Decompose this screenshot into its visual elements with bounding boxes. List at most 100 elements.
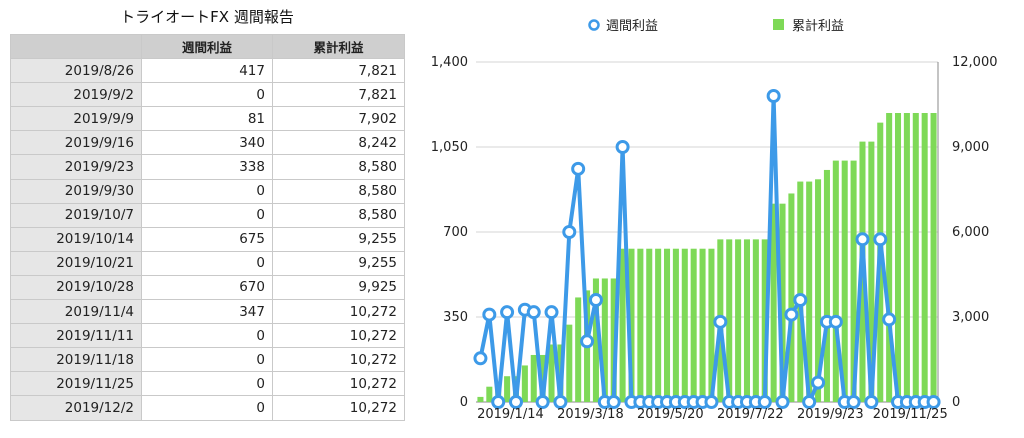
table-row: 2019/11/11 0 10,272 — [10, 323, 405, 349]
cumulative-profit-cell: 7,902 — [272, 106, 405, 132]
weekly-profit-point — [784, 307, 799, 322]
weekly-profit-point — [926, 395, 941, 409]
table-row: 2019/8/26 417 7,821 — [10, 58, 405, 84]
left-axis-tick-label: 350 — [443, 310, 468, 325]
left-axis-tick-label: 1,400 — [431, 55, 468, 70]
cumulative-profit-bar — [743, 239, 751, 402]
table-row: 2019/10/28 670 9,925 — [10, 274, 405, 301]
cumulative-profit-bar — [610, 278, 617, 402]
cumulative-profit-cell: 9,925 — [272, 274, 405, 301]
table-row: 2019/9/30 0 8,580 — [10, 178, 405, 204]
weekly-profit-cell: 0 — [141, 371, 273, 397]
cumulative-profit-bar — [619, 248, 626, 402]
weekly-profit-point — [855, 232, 870, 247]
cumulative-profit-bar — [637, 248, 644, 402]
weekly-profit-cell: 0 — [141, 250, 273, 276]
weekly-profit-point — [606, 395, 621, 409]
weekly-profit-cell: 0 — [141, 202, 273, 228]
weekly-profit-cell: 340 — [141, 130, 273, 156]
cumulative-profit-bar — [663, 248, 671, 402]
cumulative-profit-bar — [806, 181, 813, 402]
legend-weekly-label: 週間利益 — [606, 19, 658, 34]
weekly-profit-cell: 338 — [141, 154, 273, 180]
weekly-profit-cell: 0 — [141, 178, 273, 204]
cumulative-profit-bar — [797, 181, 804, 402]
cumulative-profit-cell: 10,272 — [272, 347, 405, 373]
table-row: 2019/10/21 0 9,255 — [10, 250, 405, 276]
date-cell: 2019/11/18 — [10, 347, 142, 373]
cumulative-profit-cell: 8,242 — [272, 130, 405, 156]
date-cell: 2019/9/2 — [10, 82, 142, 108]
x-axis-tick-label: 2019/7/22 — [717, 407, 784, 422]
cumulative-profit-bar — [690, 248, 697, 402]
table-row: 2019/9/9 81 7,902 — [10, 106, 405, 132]
weekly-profit-point — [713, 314, 728, 329]
weekly-profit-cell: 81 — [141, 106, 273, 132]
cumulative-profit-cell: 7,821 — [272, 82, 405, 108]
weekly-profit-point — [508, 395, 523, 409]
x-axis-tick-label: 2019/1/14 — [477, 407, 544, 422]
cumulative-profit-cell: 8,580 — [272, 202, 405, 228]
table-header-row: 週間利益 累計利益 — [10, 33, 405, 60]
weekly-profit-cell: 0 — [141, 323, 273, 349]
weekly-profit-point — [775, 395, 790, 409]
table-row: 2019/10/7 0 8,580 — [10, 202, 405, 228]
weekly-profit-cell: 417 — [141, 58, 273, 84]
cumulative-profit-bar — [886, 113, 893, 402]
cumulative-profit-bar — [708, 248, 715, 402]
right-axis-tick-label: 6,000 — [952, 225, 989, 240]
cumulative-profit-bar — [903, 113, 910, 402]
cumulative-profit-bar — [646, 248, 653, 402]
table-row: 2019/10/14 675 9,255 — [10, 226, 405, 252]
cumulative-profit-bar — [566, 324, 573, 402]
cumulative-profit-cell: 9,255 — [272, 250, 405, 276]
cumulative-profit-cell: 8,580 — [272, 178, 405, 204]
cumulative-profit-bar — [832, 160, 839, 402]
weekly-profit-point — [766, 89, 781, 103]
cumulative-profit-bar — [894, 113, 902, 402]
date-cell: 2019/8/26 — [10, 58, 142, 84]
cumulative-profit-bar — [921, 113, 928, 402]
legend-weekly-marker — [588, 19, 600, 31]
weekly-profit-cell: 0 — [141, 347, 273, 373]
weekly-profit-point — [580, 334, 595, 349]
cumulative-profit-bar — [868, 141, 875, 402]
cumulative-profit-bar — [752, 239, 759, 402]
cumulative-profit-bar — [486, 386, 493, 402]
weekly-profit-point — [562, 225, 577, 239]
table-row: 2019/11/4 347 10,272 — [10, 299, 405, 325]
cumulative-profit-bar — [912, 113, 919, 402]
date-cell: 2019/11/11 — [10, 323, 142, 349]
left-axis-tick-label: 0 — [460, 395, 468, 410]
weekly-profit-point — [553, 395, 568, 409]
weekly-profit-cell: 0 — [141, 82, 273, 108]
date-column-header — [10, 33, 142, 60]
cumulative-profit-bar — [655, 248, 662, 402]
left-axis-tick-label: 1,050 — [431, 140, 468, 155]
cumulative-profit-bar — [592, 278, 599, 402]
weekly-profit-column-header: 週間利益 — [141, 33, 273, 60]
right-axis-tick-label: 12,000 — [952, 55, 998, 70]
weekly-profit-point — [588, 293, 603, 307]
cumulative-profit-cell: 9,255 — [272, 226, 405, 252]
legend-cumulative-marker — [773, 19, 784, 30]
date-cell: 2019/10/14 — [10, 226, 142, 252]
cumulative-profit-bar — [850, 160, 857, 402]
cumulative-profit-cell: 10,272 — [272, 395, 405, 421]
date-cell: 2019/9/16 — [10, 130, 142, 156]
date-cell: 2019/11/25 — [10, 371, 142, 397]
cumulative-profit-bar — [477, 396, 484, 402]
date-cell: 2019/10/28 — [10, 274, 142, 301]
cumulative-profit-bar — [770, 203, 777, 402]
cumulative-profit-bar — [726, 239, 733, 402]
cumulative-profit-cell: 10,272 — [272, 371, 405, 397]
cumulative-profit-bar — [735, 239, 742, 402]
weekly-profit-point — [526, 305, 541, 320]
weekly-profit-point — [615, 140, 630, 154]
weekly-profit-point — [757, 395, 772, 409]
cumulative-profit-cell: 7,821 — [272, 58, 405, 84]
cumulative-profit-bar — [539, 354, 546, 402]
cumulative-profit-bar — [575, 297, 582, 402]
weekly-profit-point — [882, 312, 897, 327]
cumulative-profit-bar — [601, 278, 608, 402]
